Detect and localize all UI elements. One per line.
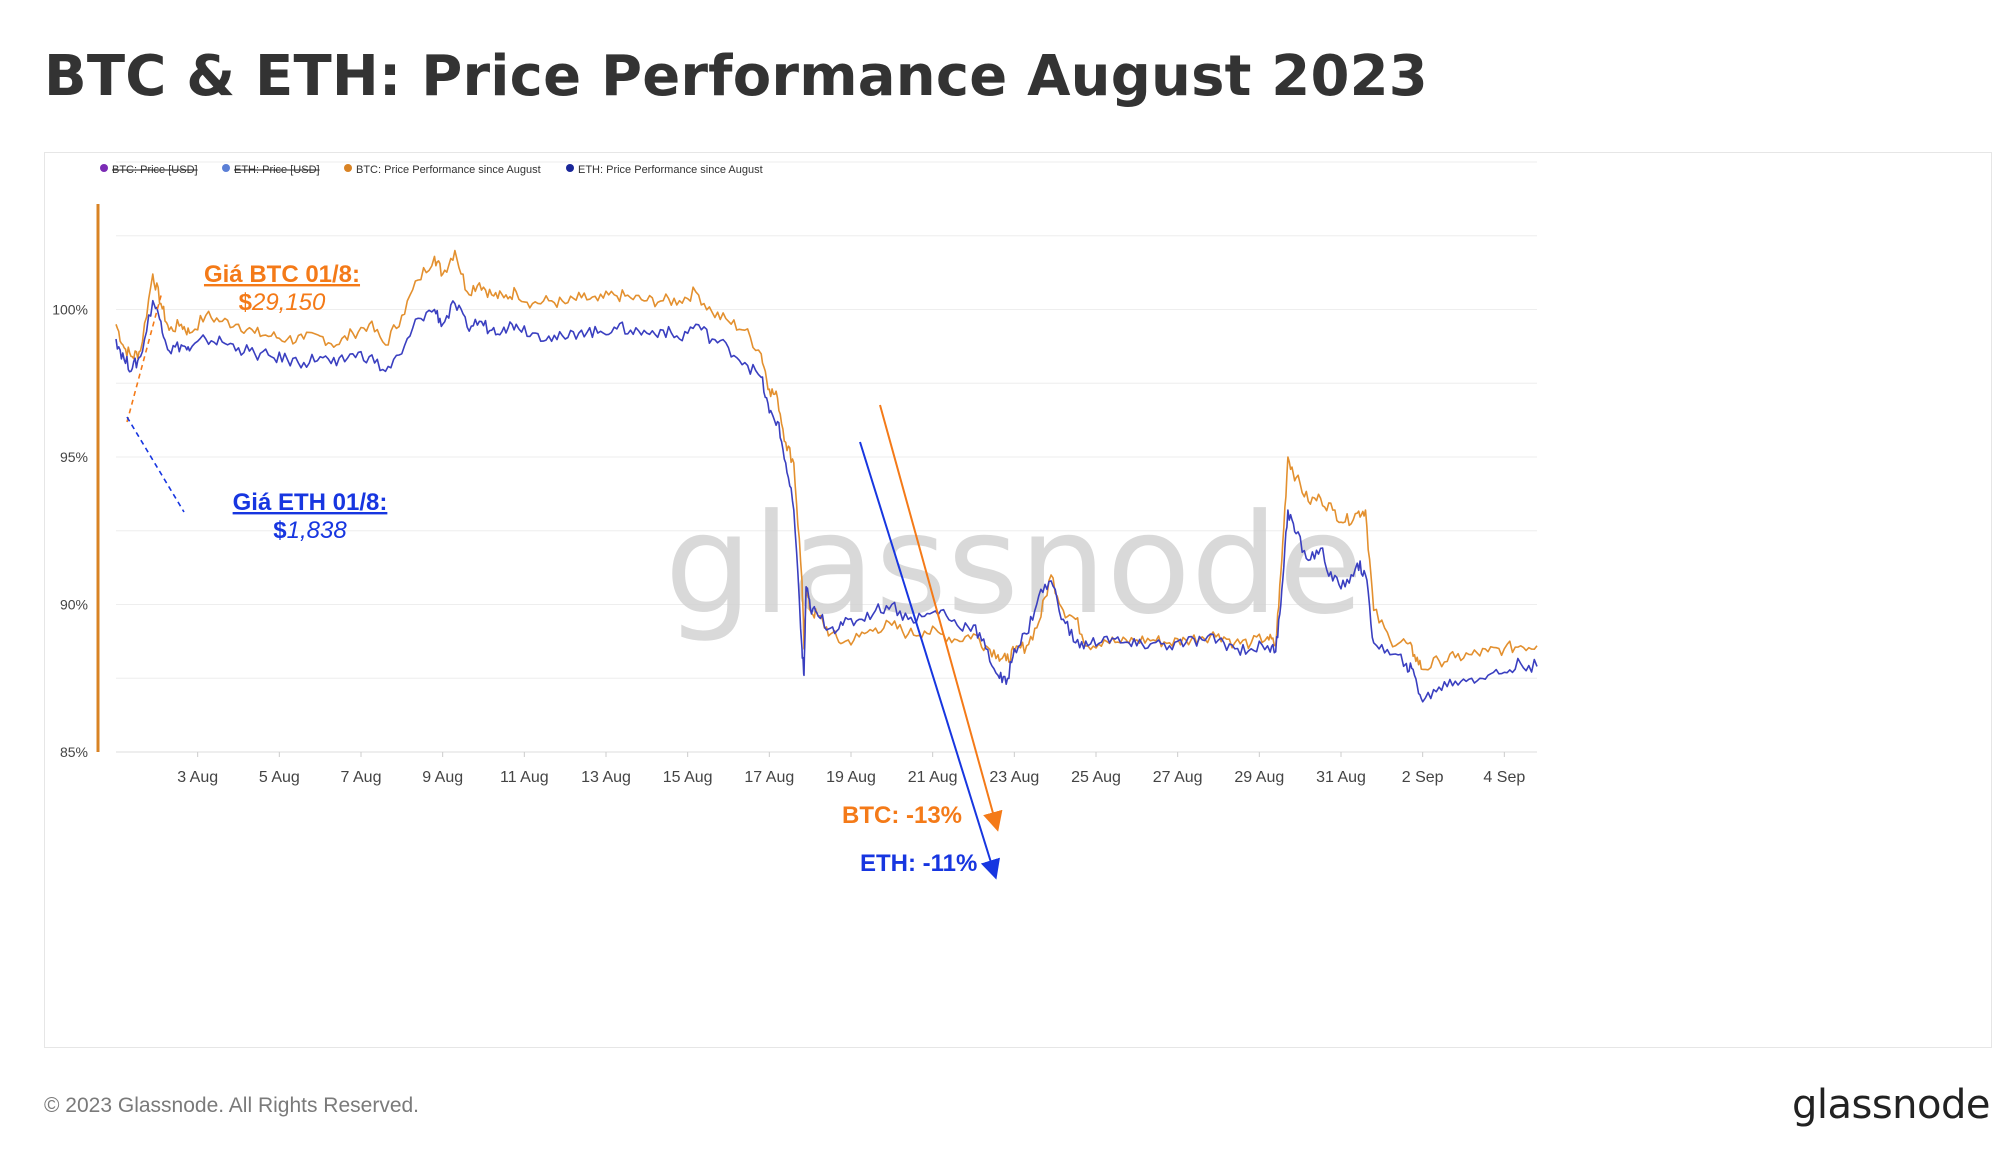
x-tick-label: 4 Sep — [1483, 769, 1525, 786]
legend-marker — [344, 164, 352, 172]
legend-item[interactable]: ETH: Price Performance since August — [566, 164, 763, 176]
y-axis: 85% 90% 95% 100% — [52, 302, 88, 761]
x-tick-label: 2 Sep — [1402, 769, 1444, 786]
legend-label: BTC: Price [USD] — [112, 164, 198, 176]
legend-label: BTC: Price Performance since August — [356, 164, 541, 176]
x-tick-label: 25 Aug — [1071, 769, 1121, 786]
annotations: Giá BTC 01/8: $29,150 Giá ETH 01/8: $1,8… — [126, 261, 1003, 880]
legend-label: ETH: Price Performance since August — [578, 164, 763, 176]
glassnode-logo[interactable]: glassnode — [1791, 1082, 1991, 1128]
series-line-eth — [115, 299, 1538, 703]
btc-start-label: Giá BTC 01/8: — [204, 261, 360, 288]
btc-start-value: $29,150 — [239, 289, 326, 316]
legend-item[interactable]: BTC: Price [USD] — [100, 164, 198, 176]
eth-start-value: $1,838 — [273, 517, 347, 544]
x-tick-label: 13 Aug — [581, 769, 631, 786]
x-tick-label: 5 Aug — [259, 769, 300, 786]
legend-marker — [222, 164, 230, 172]
legend-label: ETH: Price [USD] — [234, 164, 320, 176]
legend-item[interactable]: BTC: Price Performance since August — [344, 164, 541, 176]
x-tick-label: 17 Aug — [744, 769, 794, 786]
watermark: glassnode — [665, 484, 1364, 645]
series-line-btc — [115, 249, 1538, 671]
y-tick-label: 100% — [52, 302, 88, 318]
btc-start-dashed-line — [126, 291, 163, 423]
series-lines — [115, 249, 1538, 703]
x-tick-label: 7 Aug — [341, 769, 382, 786]
eth-change-label: ETH: -11% — [860, 850, 977, 877]
x-tick-label: 27 Aug — [1153, 769, 1203, 786]
x-tick-label: 29 Aug — [1234, 769, 1284, 786]
x-axis: 3 Aug 5 Aug 7 Aug 9 Aug 11 Aug 13 Aug 15 Aug 17… — [116, 751, 1537, 786]
chart[interactable]: BTC: Price [USD] ETH: Price [USD] BTC: Pri… — [44, 152, 1992, 1048]
eth-start-dashed-line — [126, 416, 185, 513]
legend-marker — [566, 164, 574, 172]
eth-start-label: Giá ETH 01/8: — [233, 489, 388, 516]
y-tick-label: 90% — [60, 597, 88, 613]
x-tick-label: 11 Aug — [500, 769, 549, 786]
x-tick-label: 19 Aug — [826, 769, 876, 786]
eth-drop-arrow — [859, 441, 1000, 880]
y-tick-label: 85% — [60, 744, 88, 760]
grid — [116, 161, 1537, 753]
legend-marker — [100, 164, 108, 172]
legend-item[interactable]: ETH: Price [USD] — [222, 164, 320, 176]
x-tick-label: 3 Aug — [177, 769, 218, 786]
x-tick-label: 15 Aug — [663, 769, 713, 786]
x-tick-label: 21 Aug — [908, 769, 958, 786]
x-tick-label: 31 Aug — [1316, 769, 1366, 786]
btc-change-label: BTC: -13% — [842, 802, 962, 829]
page-title: BTC & ETH: Price Performance August 2023 — [44, 44, 1428, 109]
x-tick-label: 9 Aug — [422, 769, 463, 786]
btc-drop-arrow — [879, 404, 1003, 832]
y-tick-label: 95% — [60, 449, 88, 465]
legend: BTC: Price [USD] ETH: Price [USD] BTC: Pri… — [100, 164, 763, 176]
x-tick-label: 23 Aug — [989, 769, 1039, 786]
copyright-footer: © 2023 Glassnode. All Rights Reserved. — [44, 1094, 420, 1117]
chart-panel — [44, 152, 1992, 1048]
